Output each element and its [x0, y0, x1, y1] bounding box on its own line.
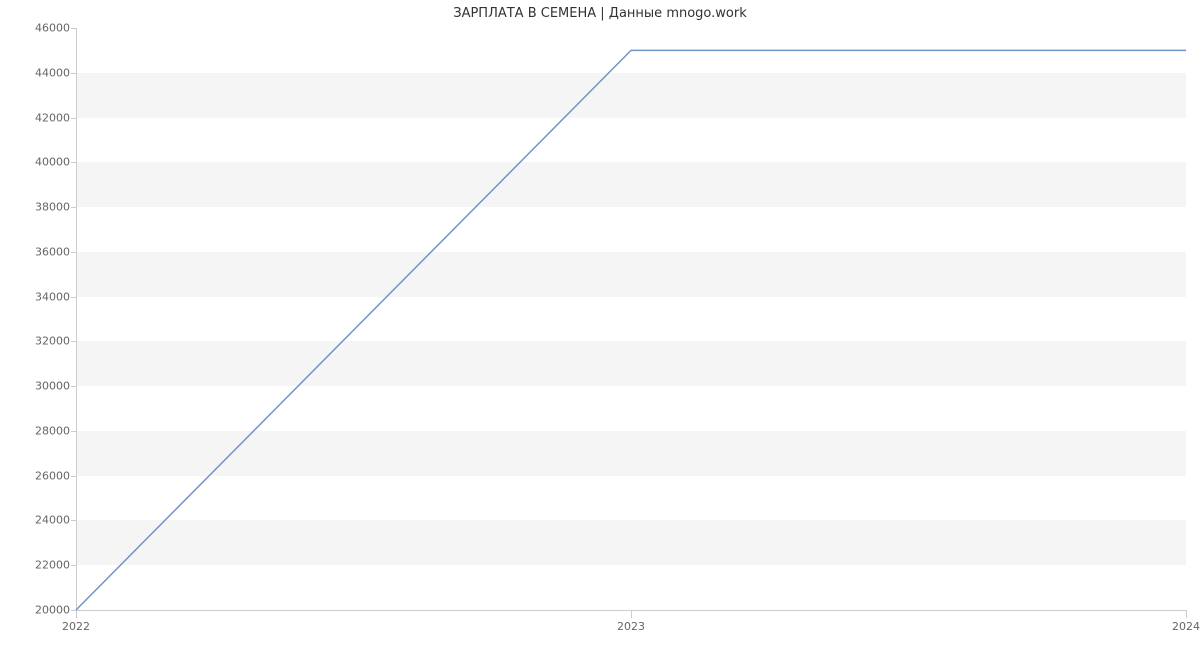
x-tick-mark: [1186, 610, 1187, 618]
y-tick-label: 26000: [35, 469, 76, 482]
x-axis-line: [76, 610, 1186, 611]
chart-title: ЗАРПЛАТА В СЕМЕНА | Данные mnogo.work: [0, 6, 1200, 21]
y-tick-label: 34000: [35, 290, 76, 303]
x-tick-mark: [76, 610, 77, 618]
y-tick-label: 32000: [35, 335, 76, 348]
plot-area: 2000022000240002600028000300003200034000…: [76, 28, 1186, 610]
y-tick-label: 44000: [35, 66, 76, 79]
x-tick-mark: [631, 610, 632, 618]
line-layer: [76, 28, 1186, 610]
y-tick-label: 36000: [35, 245, 76, 258]
y-tick-label: 24000: [35, 514, 76, 527]
y-tick-label: 22000: [35, 559, 76, 572]
y-tick-label: 38000: [35, 201, 76, 214]
y-tick-label: 42000: [35, 111, 76, 124]
y-tick-label: 40000: [35, 156, 76, 169]
series-line-salary: [76, 50, 1186, 610]
y-tick-label: 46000: [35, 22, 76, 35]
y-tick-label: 30000: [35, 380, 76, 393]
y-tick-label: 28000: [35, 424, 76, 437]
